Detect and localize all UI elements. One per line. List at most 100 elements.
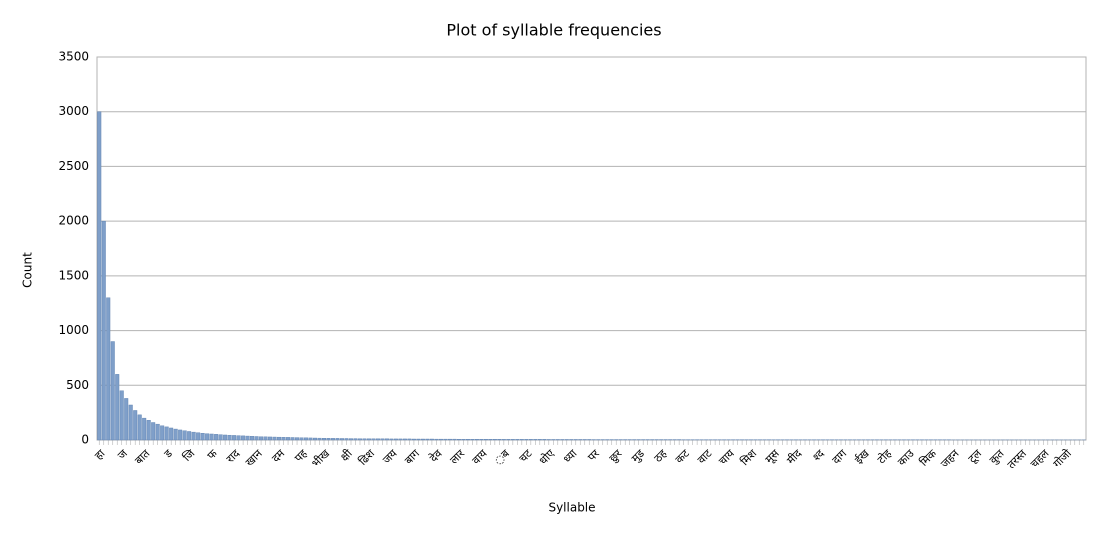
bar: [443, 438, 448, 441]
bar: [322, 438, 327, 441]
bar: [362, 438, 367, 441]
bar: [164, 426, 169, 441]
bar: [551, 439, 556, 441]
x-tick-label: ◌ब: [492, 447, 513, 468]
x-tick-label: ज: [115, 446, 131, 462]
x-tick-label: मिश: [738, 447, 760, 469]
x-tick-label: राद: [224, 447, 243, 466]
bar: [587, 439, 592, 441]
y-tick-label: 1500: [58, 268, 89, 282]
bar: [389, 438, 394, 441]
bar: [497, 439, 502, 441]
bar: [506, 439, 511, 441]
bar: [160, 425, 165, 441]
bar: [398, 438, 403, 441]
bar: [326, 438, 331, 441]
bar: [353, 438, 358, 441]
x-tick-label: मीद: [784, 447, 804, 467]
bar: [254, 436, 259, 441]
bar: [456, 439, 461, 441]
x-tick-label: खान: [243, 446, 266, 469]
bar: [348, 438, 353, 441]
bar: [420, 438, 425, 441]
bar: [110, 341, 115, 441]
x-tick-label: धोए: [537, 446, 558, 467]
y-tick-label: 2000: [58, 214, 89, 228]
bar: [483, 439, 488, 441]
bar: [573, 439, 578, 441]
x-tick-label: ईख: [852, 446, 872, 466]
bar: [447, 438, 452, 441]
bar: [187, 431, 192, 441]
x-tick-label: बाग: [402, 446, 423, 467]
bar: [169, 427, 174, 441]
x-tick-label: कट: [673, 447, 692, 466]
bar: [97, 111, 102, 441]
bar: [227, 434, 232, 441]
bar: [452, 438, 457, 441]
bar: [308, 437, 313, 441]
x-tick-label: टोह: [875, 447, 894, 466]
x-tick-label: फ: [205, 447, 221, 463]
bar: [124, 398, 129, 441]
x-axis-label: Syllable: [548, 501, 595, 515]
bar: [191, 431, 196, 441]
bar: [564, 439, 569, 441]
x-tick-label: पह: [292, 447, 310, 465]
x-tick-label: चाय: [716, 447, 737, 468]
x-tick-label: ठह: [652, 447, 670, 465]
x-tick-label: ध्या: [561, 447, 580, 466]
bar: [479, 439, 484, 441]
x-tick-label: जय: [380, 447, 400, 467]
y-tick-label: 500: [66, 378, 89, 392]
x-tick-label: दाग: [830, 446, 850, 466]
bar: [470, 439, 475, 441]
bar: [259, 436, 264, 441]
bar: [290, 437, 295, 441]
bar: [569, 439, 574, 441]
x-tick-label: भीख: [309, 446, 333, 470]
x-tick-label: तरस्त: [1005, 447, 1030, 472]
x-tick-label: टूल: [966, 447, 985, 466]
bar: [465, 439, 470, 441]
x-tick-label: जहन: [938, 446, 962, 470]
x-tick-label: चहल: [1028, 447, 1052, 471]
x-tick-label: वाट: [695, 447, 715, 467]
x-tick-label: श्द: [810, 447, 827, 464]
bar: [286, 437, 291, 441]
bar: [375, 438, 380, 441]
bar: [263, 436, 268, 441]
y-tick-label: 3000: [58, 104, 89, 118]
bar: [537, 439, 542, 441]
x-tick-label: गोजो: [1051, 447, 1074, 470]
bar: [182, 430, 187, 441]
bar: [474, 439, 479, 441]
bar: [331, 438, 336, 441]
bar: [384, 438, 389, 441]
x-tick-label: मिक: [917, 447, 939, 469]
x-tick-label: क्षी: [338, 447, 355, 464]
bar: [528, 439, 533, 441]
bar: [344, 438, 349, 441]
x-tick-label: वाय: [470, 447, 490, 467]
bar: [304, 437, 309, 441]
bar: [178, 429, 183, 441]
x-tick-label: कुत: [987, 447, 1007, 467]
bar: [128, 404, 133, 441]
bar: [155, 423, 160, 441]
bar: [438, 438, 443, 441]
plot-area: [96, 56, 1087, 441]
x-tick-label: पर: [585, 447, 602, 464]
bar: [119, 390, 124, 441]
x-tick-label: छुर: [606, 447, 624, 465]
bar: [196, 432, 201, 441]
bar: [214, 434, 219, 441]
bar: [411, 438, 416, 441]
bar: [295, 437, 300, 441]
bar: [402, 438, 407, 441]
bar: [425, 438, 430, 441]
x-tick-label: चट: [517, 447, 535, 465]
x-tick-label: मूस: [763, 447, 783, 467]
bar: [366, 438, 371, 441]
bar: [245, 435, 250, 441]
